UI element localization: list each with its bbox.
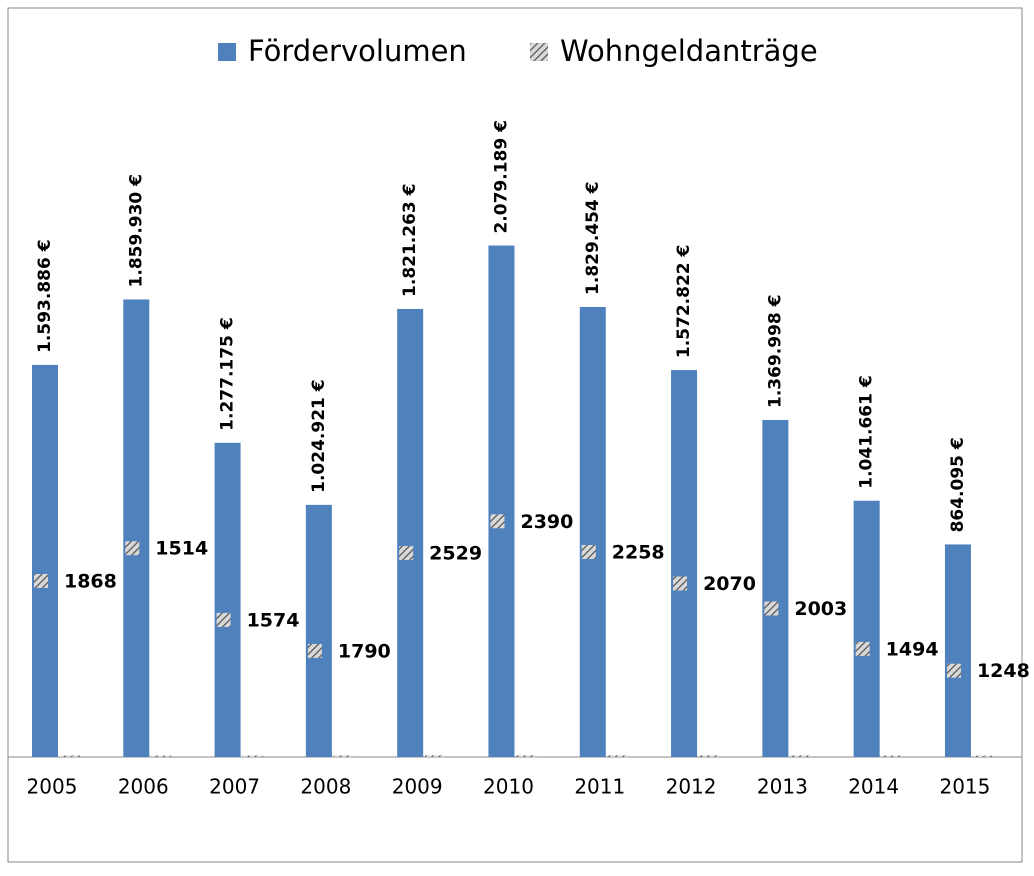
data-label: 2529 — [429, 542, 482, 564]
bar — [333, 755, 354, 757]
bar — [31, 364, 58, 757]
legend-label: Fördervolumen — [248, 34, 467, 68]
data-label: 1514 — [155, 538, 208, 560]
legend-swatch — [530, 43, 548, 61]
data-label: 1.277.175 € — [218, 317, 238, 430]
bar — [151, 755, 172, 757]
bar — [425, 755, 446, 757]
data-label: 1868 — [64, 570, 117, 592]
data-label-key — [764, 601, 779, 616]
bar — [853, 500, 880, 757]
x-tick-label: 2007 — [209, 775, 260, 799]
x-tick-label: 2011 — [574, 775, 625, 799]
data-label-key — [399, 545, 414, 560]
data-label-key — [125, 541, 140, 556]
data-label-key — [33, 573, 48, 588]
data-label: 1790 — [338, 640, 391, 662]
bar — [397, 308, 424, 757]
x-tick-label: 2006 — [118, 775, 169, 799]
data-label-key — [307, 643, 322, 658]
bar — [305, 504, 332, 757]
data-label: 1248 — [977, 660, 1030, 682]
data-label: 1574 — [247, 609, 300, 631]
x-tick-label: 2013 — [757, 775, 808, 799]
legend-swatch — [218, 43, 236, 61]
x-tick-label: 2014 — [848, 775, 899, 799]
data-label: 1.024.921 € — [309, 379, 329, 492]
x-tick-label: 2015 — [939, 775, 990, 799]
data-label: 864.095 € — [948, 437, 968, 532]
data-label: 1.821.263 € — [400, 184, 420, 297]
bar — [242, 755, 263, 757]
data-label-key — [490, 514, 505, 529]
bar — [59, 755, 80, 757]
data-label: 1494 — [886, 638, 939, 660]
data-label: 2.079.189 € — [491, 120, 511, 233]
data-label-key — [855, 641, 870, 656]
bar — [671, 370, 698, 757]
data-label: 1.859.930 € — [126, 174, 146, 287]
data-label: 1.572.822 € — [674, 245, 694, 358]
legend-label: Wohngeldanträge — [560, 34, 818, 68]
x-tick-label: 2005 — [27, 775, 78, 799]
chart-border — [7, 7, 1023, 863]
bar — [123, 299, 150, 757]
bar — [214, 442, 241, 757]
x-tick-label: 2008 — [300, 775, 351, 799]
data-label: 2070 — [703, 573, 756, 595]
bar — [488, 245, 515, 757]
data-label: 2258 — [612, 541, 665, 563]
bar — [579, 306, 606, 757]
bar — [944, 544, 971, 757]
data-label: 1.369.998 € — [765, 295, 785, 408]
data-label-key — [946, 663, 961, 678]
bar — [881, 755, 902, 757]
bar — [762, 419, 789, 757]
x-tick-label: 2012 — [666, 775, 717, 799]
x-tick-label: 2010 — [483, 775, 534, 799]
data-label-key — [581, 544, 596, 559]
bar — [516, 755, 537, 757]
data-label: 1.041.661 € — [857, 375, 877, 488]
data-label: 1.593.886 € — [35, 239, 55, 352]
bar — [699, 755, 720, 757]
bar — [972, 755, 993, 757]
bar — [790, 755, 811, 757]
bar — [607, 755, 628, 757]
data-label: 2003 — [794, 598, 847, 620]
data-label: 1.829.454 € — [583, 181, 603, 294]
data-label-key — [673, 576, 688, 591]
data-label: 2390 — [520, 511, 573, 533]
x-tick-label: 2009 — [392, 775, 443, 799]
data-label-key — [216, 612, 231, 627]
